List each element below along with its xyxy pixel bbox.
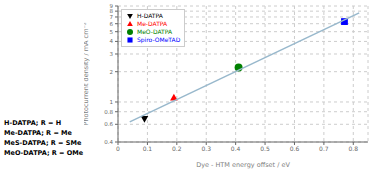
svg-text:0.6: 0.6 [290, 145, 300, 152]
svg-text:7: 7 [110, 14, 114, 20]
svg-text:0: 0 [116, 145, 120, 152]
svg-text:0.8: 0.8 [104, 109, 113, 115]
html-text:MeO-DATPA; R = OMe: MeO-DATPA; R = OMe [4, 149, 84, 157]
svg-text:1: 1 [110, 99, 114, 105]
html-text:H-DATPA; R = H: H-DATPA; R = H [4, 119, 62, 127]
html-text:Spiro-OMeTAD: Spiro-OMeTAD [137, 36, 181, 43]
svg-text:2: 2 [110, 69, 114, 75]
html-text:MeS-DATPA; R = SMe: MeS-DATPA; R = SMe [4, 139, 82, 147]
svg-text:0.8: 0.8 [349, 145, 359, 152]
svg-text:4: 4 [110, 38, 114, 44]
svg-text:0.3: 0.3 [201, 145, 211, 152]
svg-text:5: 5 [110, 29, 114, 35]
svg-text:0.6: 0.6 [104, 121, 113, 127]
svg-text:8: 8 [110, 8, 114, 14]
svg-text:0.2: 0.2 [172, 145, 182, 152]
html-text:Me-DATPA: Me-DATPA [137, 20, 168, 27]
svg-text:6: 6 [110, 21, 114, 27]
svg-text:0.4: 0.4 [104, 139, 113, 145]
svg-text:3: 3 [110, 51, 114, 57]
svg-text:0.4: 0.4 [231, 145, 241, 152]
svg-text:0.5: 0.5 [260, 145, 270, 152]
html-text:H-DATPA: H-DATPA [137, 12, 163, 19]
svg-text:0.1: 0.1 [143, 145, 153, 152]
svg-text:0.7: 0.7 [319, 145, 329, 152]
svg-text:9: 9 [110, 3, 114, 9]
html-text:Me-DATPA; R = Me: Me-DATPA; R = Me [4, 129, 72, 137]
html-text:MeO-DATPA: MeO-DATPA [137, 28, 173, 35]
svg-text:Photocurrent density / mA cm⁻²: Photocurrent density / mA cm⁻² [84, 22, 90, 125]
svg-text:Dye - HTM energy offset / eV: Dye - HTM energy offset / eV [196, 161, 290, 169]
